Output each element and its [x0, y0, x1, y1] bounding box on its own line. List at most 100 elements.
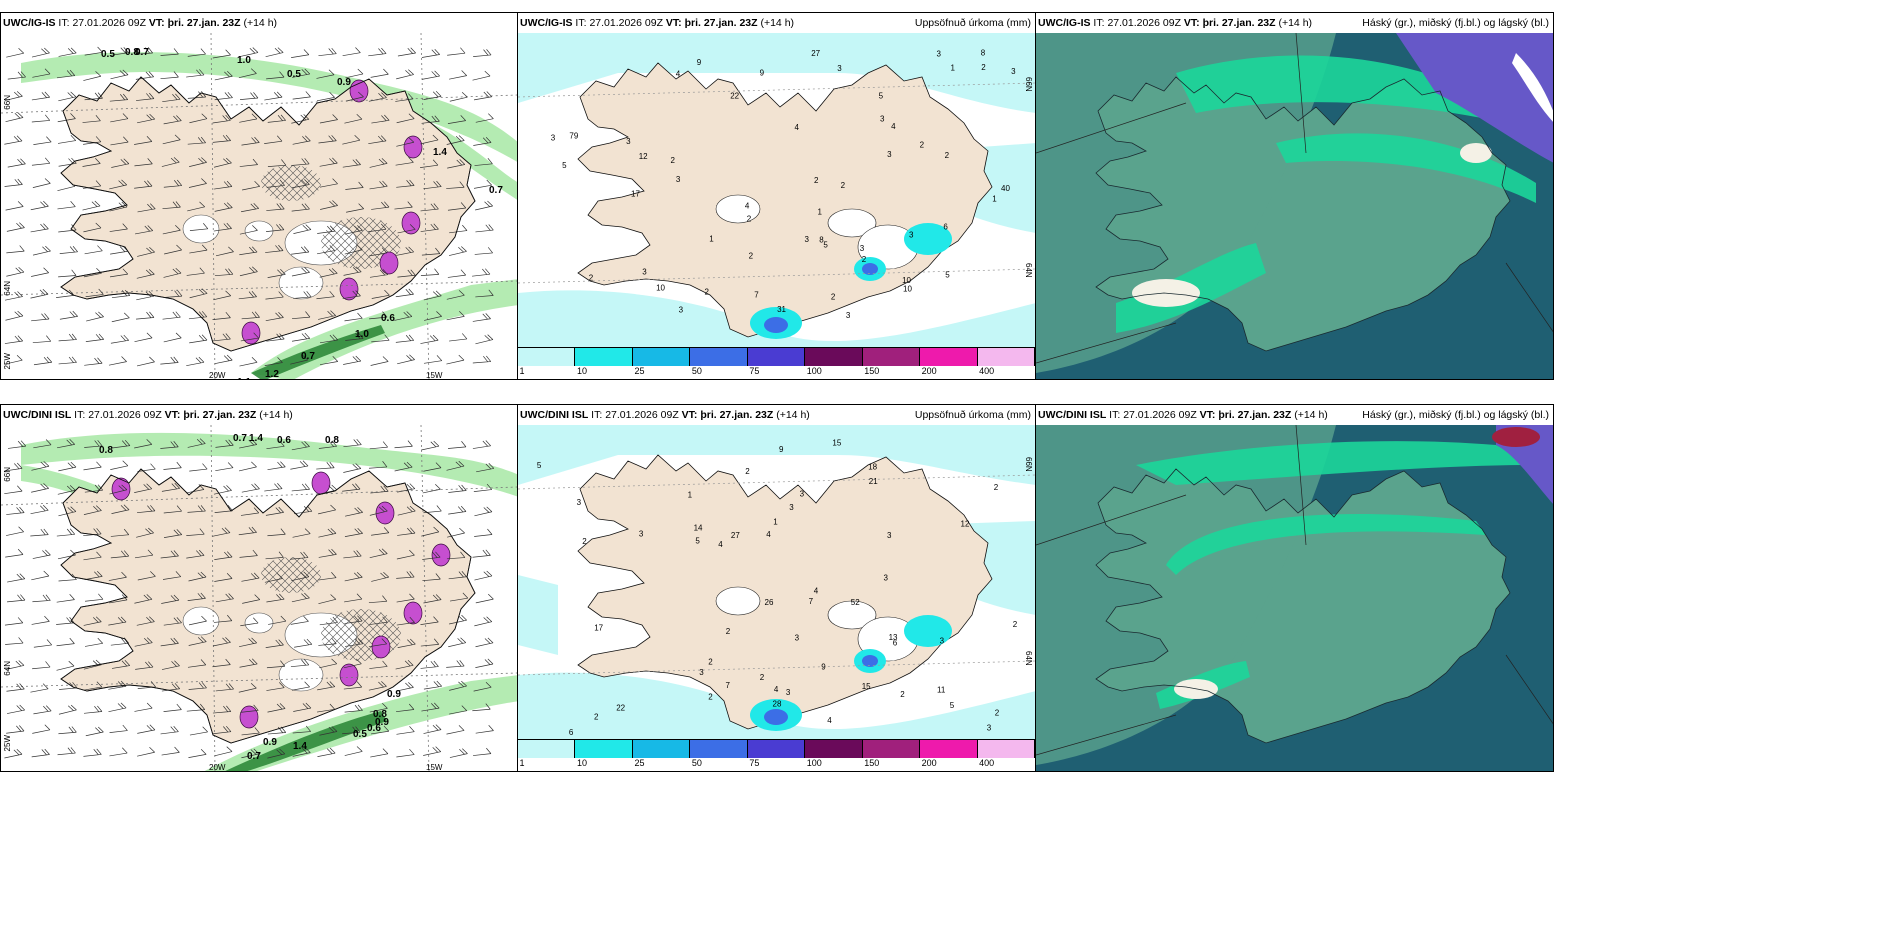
- panel-header: UWC/DINI ISL IT: 27.01.2026 09Z VT: þri.…: [518, 405, 1035, 425]
- wind-barb: [423, 290, 442, 301]
- wind-barb: [447, 159, 466, 169]
- wind-value-label: 1.2: [265, 369, 279, 379]
- wind-barb: [342, 483, 361, 492]
- wind-barb: [59, 310, 78, 320]
- cloud-thick: [1512, 53, 1553, 122]
- cloud-high-layer: [1276, 133, 1536, 203]
- wind-barb: [318, 572, 337, 581]
- wind-value-label: 1.4: [249, 433, 263, 444]
- wind-barb: [473, 137, 492, 146]
- wind-barb: [476, 463, 495, 473]
- region-boundary: [1295, 425, 1307, 546]
- wind-barb: [343, 355, 362, 365]
- wind-barb: [342, 159, 361, 168]
- precip-map: 2 3 4 3 2 15 11 18 2 3 3 5 7 9 15 14 13 17 26 2 5 22 28 52 6 21 27…: [518, 425, 1035, 749]
- precip-blob: [339, 663, 359, 687]
- wind-barb: [446, 354, 465, 365]
- wind-barb: [267, 461, 286, 471]
- wind-barb: [57, 747, 76, 756]
- wind-barb: [472, 549, 491, 558]
- legend-tick-label: 50: [691, 366, 702, 376]
- wind-barb: [214, 70, 233, 81]
- lat-label-bottom: 64N: [1024, 651, 1033, 666]
- wind-barb: [134, 483, 153, 493]
- wind-barb: [109, 747, 128, 757]
- wind-barb: [162, 134, 181, 145]
- wind-barb: [189, 113, 208, 124]
- wind-barb: [343, 658, 362, 669]
- wind-barb: [214, 573, 233, 582]
- lead-time: (+14 h): [1294, 409, 1328, 421]
- precip-value-label: 12: [639, 152, 648, 161]
- precip-value-label: 2: [981, 63, 986, 72]
- region-boundary: [1036, 494, 1187, 546]
- wind-barb: [475, 113, 494, 123]
- precip-value-label: 1: [688, 491, 693, 500]
- wind-barb: [163, 529, 183, 538]
- wind-barb: [293, 224, 312, 234]
- wind-barb: [162, 311, 181, 320]
- lead-time: (+14 h): [760, 17, 795, 29]
- vt-value: þri. 27.jan. 23Z: [167, 17, 241, 29]
- glacier: [244, 612, 274, 634]
- wind-barb: [240, 47, 259, 57]
- wind-barb: [264, 357, 283, 366]
- model-name: UWC/IG-IS: [520, 17, 573, 29]
- wind-barb: [421, 49, 440, 58]
- wind-barb: [7, 158, 26, 168]
- wind-barb: [343, 681, 363, 690]
- wind-barb: [186, 267, 205, 276]
- wind-barb: [446, 660, 465, 668]
- wind-barb: [265, 551, 284, 560]
- legend-bar: [518, 347, 1035, 366]
- precip-value-label: 2: [708, 692, 713, 701]
- precip-value-label: 7: [726, 681, 731, 690]
- wind-barb: [369, 311, 388, 320]
- wind-barb: [212, 658, 231, 668]
- precip-value-label: 3: [626, 137, 631, 146]
- wind-barb: [241, 748, 260, 759]
- wind-barb: [32, 549, 51, 559]
- wind-barb: [160, 441, 179, 449]
- precip-core: [862, 263, 878, 275]
- legend-tick-label: 1: [519, 758, 525, 768]
- wind-barb: [31, 114, 51, 123]
- wind-barb: [420, 268, 440, 276]
- precip-value-label: 8: [819, 236, 824, 245]
- precip-value-label: 3: [937, 50, 942, 59]
- wind-barb: [213, 725, 232, 735]
- precip-value-label: 22: [730, 92, 739, 101]
- wind-barb: [82, 115, 101, 123]
- vt-label: VT:: [164, 409, 181, 421]
- wind-barb: [57, 135, 77, 144]
- wind-barb: [82, 157, 101, 167]
- cloud-mid-layer: [1036, 33, 1336, 373]
- wind-barb: [342, 290, 361, 299]
- wind-barb: [395, 156, 414, 166]
- wind-barb: [136, 356, 155, 367]
- wind-barb: [292, 747, 311, 757]
- wind-barb: [396, 137, 415, 147]
- legend-swatch: [920, 740, 978, 758]
- wind-value-label: 1.0: [355, 329, 369, 340]
- wind-barb: [368, 92, 387, 102]
- wind-barb: [134, 136, 153, 145]
- wind-barb: [83, 551, 102, 561]
- wind-barb: [290, 659, 310, 668]
- wind-barb: [475, 658, 494, 668]
- wind-barb: [57, 485, 76, 495]
- wind-barb: [56, 637, 75, 647]
- wind-barb: [110, 528, 130, 537]
- wind-barb: [238, 291, 257, 300]
- wind-barb: [238, 461, 257, 472]
- wind-barb: [31, 461, 50, 471]
- wind-barb: [266, 660, 286, 669]
- wind-barb: [83, 461, 102, 471]
- precip-value-label: 4: [827, 716, 832, 725]
- vt-value: þri. 27.jan. 23Z: [1202, 17, 1276, 29]
- precip-value-label: 17: [594, 623, 603, 632]
- wind-barb: [368, 681, 387, 691]
- wind-barb: [215, 462, 234, 472]
- wind-barb: [475, 200, 493, 211]
